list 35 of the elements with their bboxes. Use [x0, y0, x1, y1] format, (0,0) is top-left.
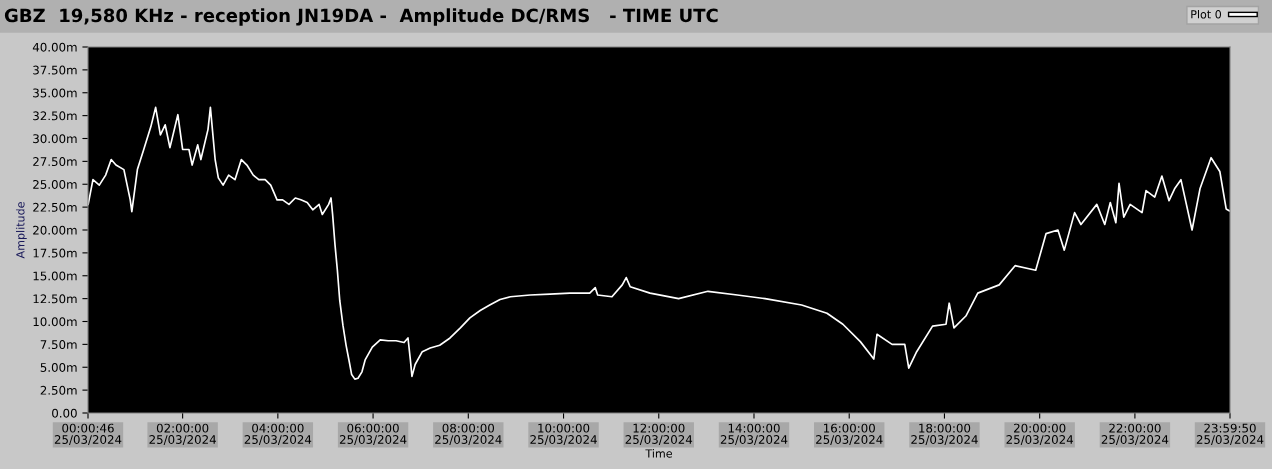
x-tick-label: 14:00:00 25/03/2024: [720, 423, 788, 445]
legend-label: Plot 0: [1191, 9, 1222, 19]
y-tick-label: 7.50m: [40, 340, 77, 350]
x-tick-label: 06:00:00 25/03/2024: [339, 423, 407, 445]
y-tick-label: 10.00m: [33, 317, 77, 327]
y-tick-label: 37.50m: [33, 65, 77, 75]
x-axis-title: Time: [645, 449, 672, 458]
x-tick-label: 02:00:00 25/03/2024: [149, 423, 216, 445]
y-tick-label: 32.50m: [33, 111, 77, 121]
y-tick-label: 27.50m: [33, 157, 77, 167]
x-tick-label: 10:00:00 25/03/2024: [530, 423, 597, 445]
y-tick-label: 5.00m: [40, 362, 77, 372]
y-tick-label: 2.50m: [40, 385, 77, 395]
x-tick-label: 04:00:00 25/03/2024: [244, 423, 312, 445]
x-tick-label: 22:00:00 25/03/2024: [1101, 423, 1169, 445]
x-tick-label: 20:00:00 25/03/2024: [1006, 423, 1074, 445]
y-tick-label: 35.00m: [33, 88, 77, 98]
y-tick-label: 20.00m: [33, 225, 77, 235]
y-tick-label: 15.00m: [33, 271, 77, 281]
y-tick-label: 22.50m: [33, 202, 77, 212]
y-tick-label: 17.50m: [33, 248, 77, 258]
x-tick-label: 12:00:00 25/03/2024: [625, 423, 693, 445]
line-series: [88, 106, 1230, 380]
y-axis-title: Amplitude: [15, 202, 27, 259]
x-tick-label: 00:00:46 25/03/2024: [54, 423, 122, 445]
x-tick-label: 23:59:50 25/03/2024: [1196, 423, 1264, 445]
x-tick-label: 08:00:00 25/03/2024: [435, 423, 502, 445]
y-tick-label: 12.50m: [33, 294, 77, 304]
chart-title: GBZ 19,580 KHz - reception JN19DA - Amplitude DC/RMS - TIME UTC: [4, 8, 718, 26]
y-tick-label: 25.00m: [33, 179, 77, 189]
x-tick-label: 18:00:00 25/03/2024: [911, 423, 978, 445]
y-tick-label: 0.00: [52, 408, 77, 418]
y-tick-label: 30.00m: [33, 134, 77, 144]
y-tick-label: 40.00m: [32, 42, 77, 52]
x-tick-label: 16:00:00 25/03/2024: [816, 423, 883, 445]
